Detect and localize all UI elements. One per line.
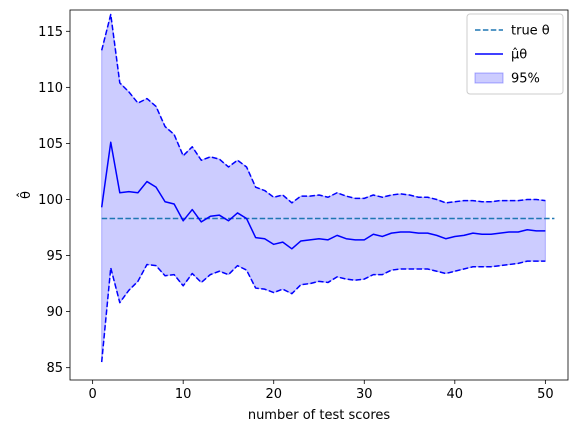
y-axis: 85 90 95 100 105 110 115 [38, 25, 70, 376]
legend-label: 95% [511, 72, 540, 87]
x-tick-label: 20 [265, 387, 282, 402]
legend-box [466, 13, 564, 95]
legend-label: true θ [511, 24, 550, 39]
x-tick-label: 50 [537, 387, 554, 402]
y-tick-label: 85 [46, 361, 63, 376]
y-tick-label: 105 [38, 137, 63, 152]
lower-bound-line [100, 260, 546, 363]
y-tick-label: 115 [38, 25, 63, 40]
plot-area [100, 13, 555, 363]
upper-bound-line [100, 13, 546, 204]
x-tick-label: 30 [356, 387, 373, 402]
x-axis-label: number of test scores [248, 408, 391, 423]
y-tick-label: 100 [38, 193, 63, 208]
x-tick-label: 10 [175, 387, 192, 402]
mean-estimate-line [100, 141, 546, 250]
y-axis-label: θ̂ [17, 191, 34, 199]
x-tick-label: 40 [447, 387, 464, 402]
legend-label: μ̂θ [511, 48, 527, 63]
legend: true θ μ̂θ 95% [466, 13, 564, 95]
x-tick-label: 0 [88, 387, 96, 402]
axes-frame [69, 9, 569, 381]
y-tick-label: 95 [46, 249, 63, 264]
y-tick-label: 110 [38, 81, 63, 96]
y-tick-label: 90 [46, 305, 63, 320]
legend-handle-band [474, 72, 504, 84]
x-axis: 0 10 20 30 40 50 [88, 380, 554, 402]
